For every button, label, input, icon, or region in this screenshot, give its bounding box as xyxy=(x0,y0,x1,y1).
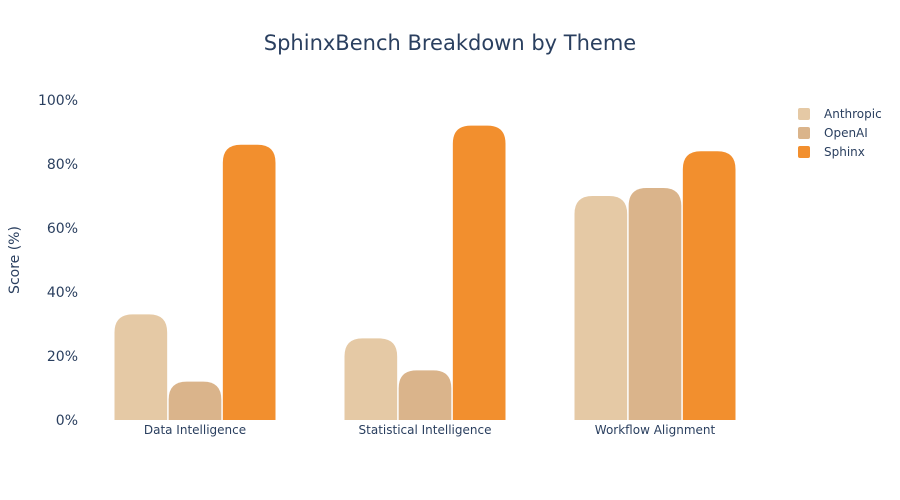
y-axis-label: Score (%) xyxy=(7,226,23,294)
bar-anthropic-0 xyxy=(114,314,168,420)
x-axis-ticks: Data Intelligence Statistical Intelligenc… xyxy=(144,423,716,437)
y-tick-label: 60% xyxy=(47,221,78,237)
bar-anthropic-1 xyxy=(344,338,398,420)
legend-swatch-anthropic[interactable] xyxy=(798,108,810,120)
legend-label-openai[interactable]: OpenAI xyxy=(824,126,868,140)
bar-sphinx-1 xyxy=(452,125,506,420)
y-tick-label: 0% xyxy=(56,413,78,429)
x-tick-label: Statistical Intelligence xyxy=(359,423,492,437)
bar-openai-0 xyxy=(168,381,222,420)
legend-swatch-sphinx[interactable] xyxy=(798,146,810,158)
bars xyxy=(114,125,736,421)
chart-title: SphinxBench Breakdown by Theme xyxy=(264,31,636,55)
bar-openai-2 xyxy=(628,188,682,420)
y-tick-label: 100% xyxy=(38,93,78,109)
bar-openai-1 xyxy=(398,370,452,420)
bar-anthropic-2 xyxy=(574,196,628,420)
legend-swatch-openai[interactable] xyxy=(798,127,810,139)
bar-sphinx-0 xyxy=(222,144,276,421)
y-axis-ticks: 0% 20% 40% 60% 80% 100% xyxy=(38,93,78,429)
legend-label-sphinx[interactable]: Sphinx xyxy=(824,145,865,159)
legend-label-anthropic[interactable]: Anthropic xyxy=(824,107,882,121)
y-tick-label: 80% xyxy=(47,157,78,173)
legend: Anthropic OpenAI Sphinx xyxy=(798,107,882,159)
y-tick-label: 40% xyxy=(47,285,78,301)
x-tick-label: Data Intelligence xyxy=(144,423,246,437)
y-tick-label: 20% xyxy=(47,349,78,365)
bar-sphinx-2 xyxy=(682,151,736,420)
x-tick-label: Workflow Alignment xyxy=(595,423,716,437)
